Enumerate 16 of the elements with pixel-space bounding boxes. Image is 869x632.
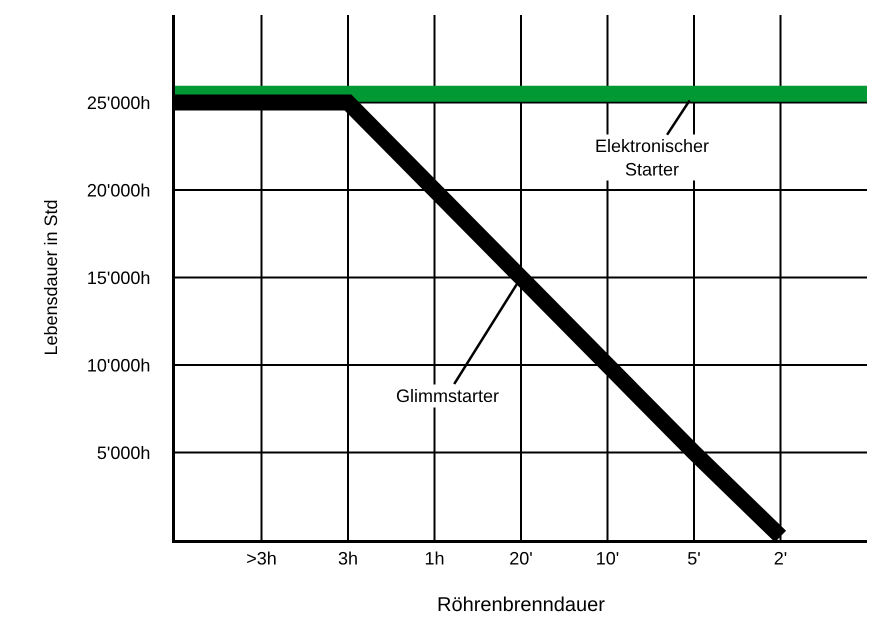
- y-tick-label: 25'000h: [86, 92, 150, 113]
- x-tick-label: 2': [774, 548, 788, 569]
- annotation: Elektronischer Starter: [595, 136, 710, 180]
- x-tick-label: 5': [687, 548, 701, 569]
- y-tick-label: 10'000h: [86, 355, 150, 376]
- x-tick-label: 3h: [338, 548, 358, 569]
- x-tick-label: 1h: [424, 548, 445, 569]
- x-tick-label: 10': [596, 548, 620, 569]
- x-tick-label: 20': [509, 548, 533, 569]
- annotation: Glimmstarter: [396, 386, 500, 406]
- y-tick-label: 20'000h: [86, 180, 150, 200]
- y-tick-label: 5'000h: [96, 442, 150, 463]
- y-axis-title: Lebensdauer in Std: [41, 199, 62, 356]
- y-tick-label: 15'000h: [86, 268, 150, 288]
- x-axis-title: Röhrenbrenndauer: [437, 594, 606, 616]
- x-tick-label: >3h: [246, 548, 277, 569]
